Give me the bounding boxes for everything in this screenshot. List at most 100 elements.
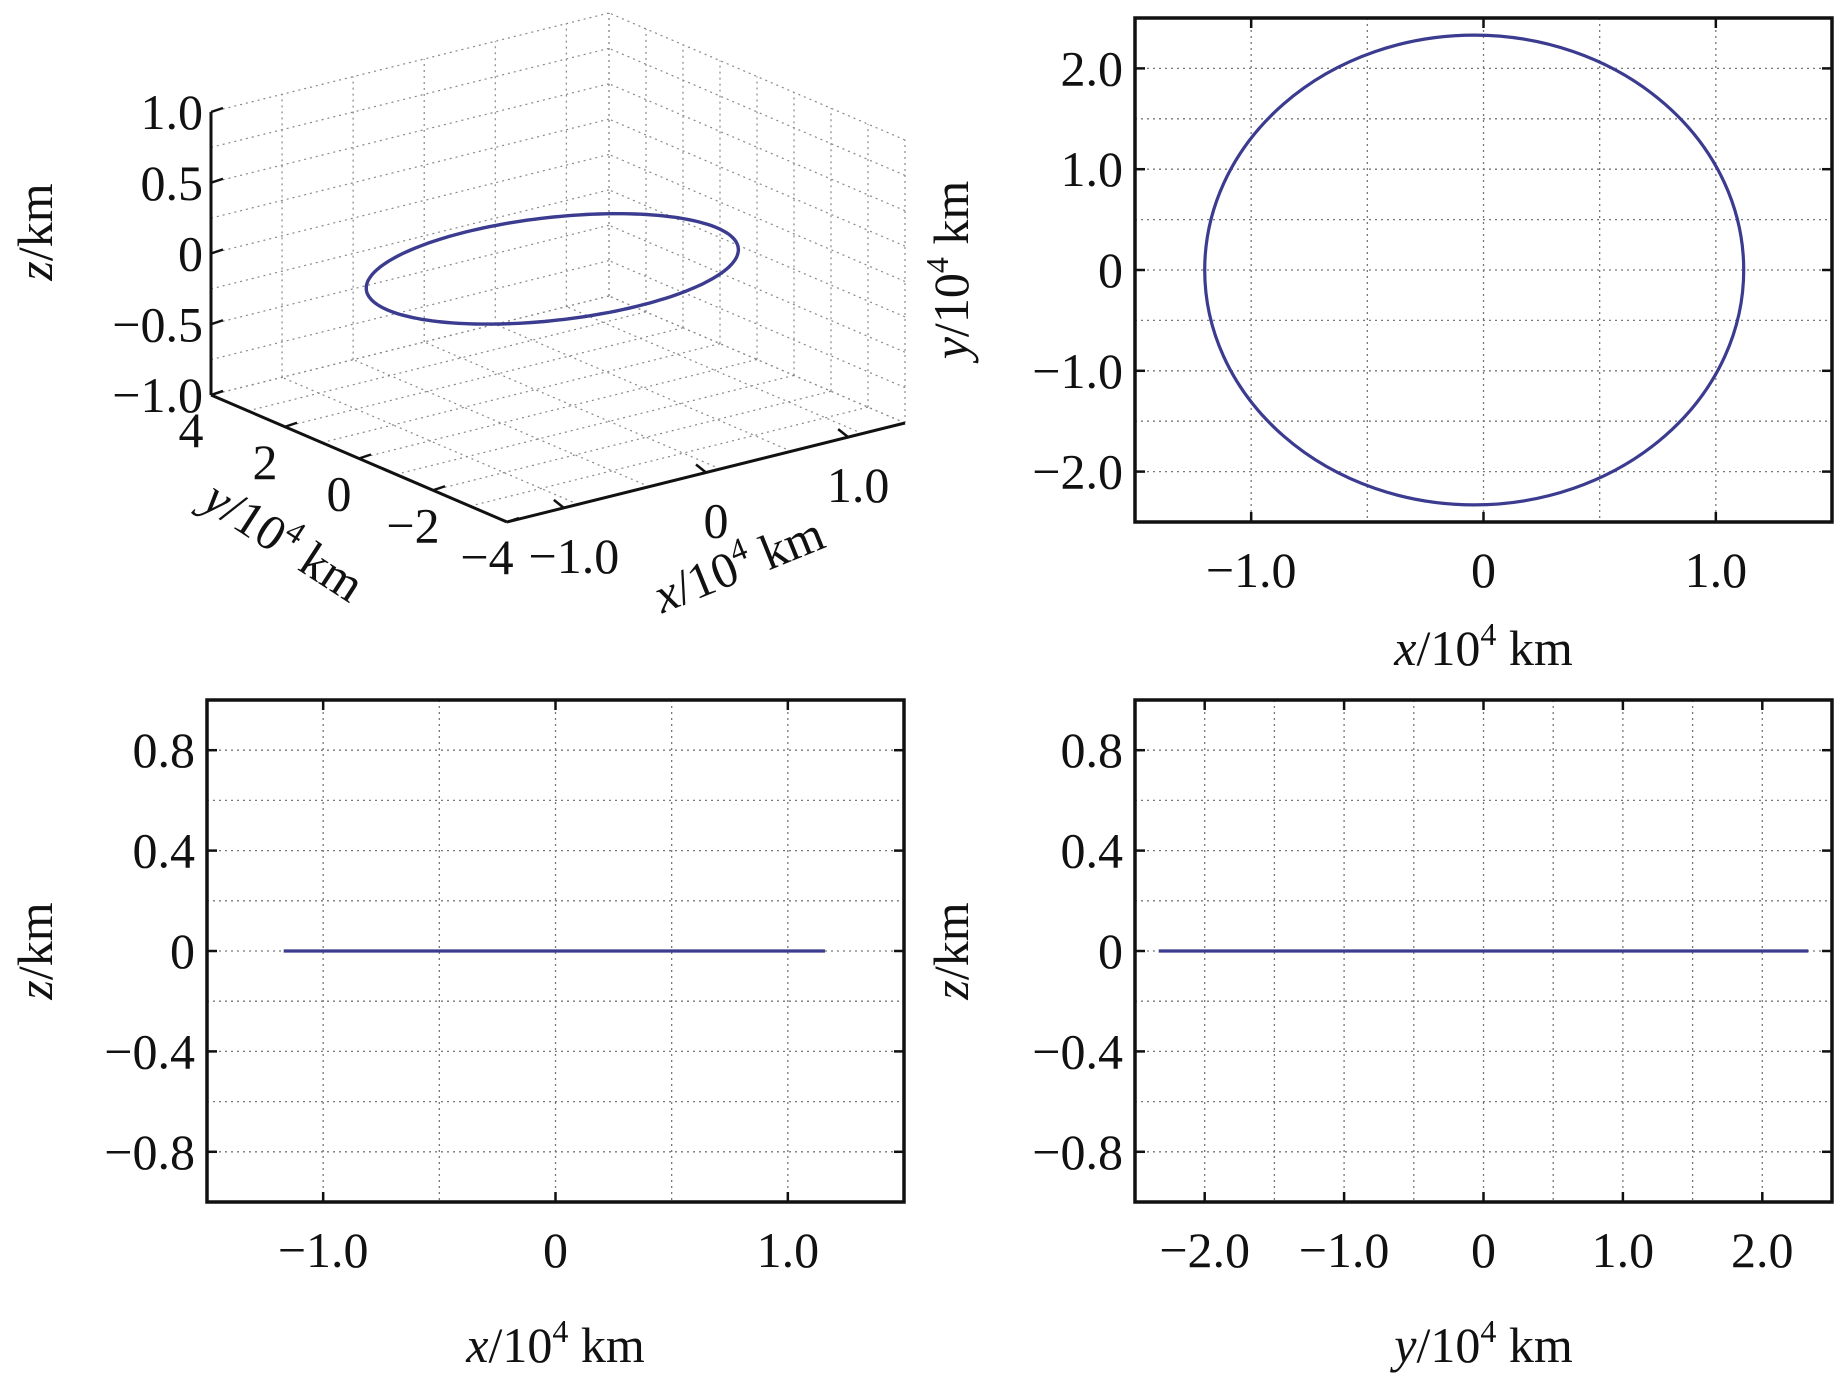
y-tick-label-0: 0 xyxy=(1098,242,1123,298)
panel-xy: −1.0 0 1.02.01.00−1.0−2.0x/104 kmy/104 km xyxy=(919,16,1834,676)
x-axis-label-var: y xyxy=(1389,1317,1417,1373)
x-tick-label-2m0: 2.0 xyxy=(1731,1222,1794,1278)
floor-grid-y-2 xyxy=(432,390,832,491)
back-wall-grid-z-0m75 xyxy=(210,47,610,148)
x-axis-label-exponent: 4 xyxy=(1480,616,1496,652)
back-wall-grid-z-0m5 xyxy=(210,224,610,325)
y-tick-mark-4 xyxy=(210,389,224,397)
y-axis-label: z/km xyxy=(923,902,979,1000)
floor-grid-y-3 xyxy=(247,311,647,412)
floor-grid-y-1 xyxy=(321,343,721,444)
x-axis-label: x/104 km xyxy=(1393,616,1573,676)
x-tick-mark-1m0 xyxy=(837,428,849,439)
x-tick-label-0: 0 xyxy=(1471,1222,1496,1278)
floor-grid-x-0m4 xyxy=(352,359,650,488)
y-tick-label-2: −2 xyxy=(386,497,439,553)
back-wall-grid-z-0m5 xyxy=(210,83,610,184)
x-axis-label-unit: /10 xyxy=(1416,1317,1480,1373)
back-wall-grid-z-0m25 xyxy=(210,189,610,290)
back-wall-grid-z-0m75 xyxy=(210,260,610,361)
x-tick-label-1m0: −1.0 xyxy=(278,1222,369,1278)
z-tick-label-0m5: −0.5 xyxy=(112,296,203,352)
orbit-ellipse-3d xyxy=(364,211,741,326)
x-axis-label-unit: /10 xyxy=(1416,620,1480,676)
y-tick-label-1m0: −1.0 xyxy=(1032,343,1123,399)
floor-grid-x-0m6 xyxy=(495,323,792,452)
y-axis-label-var: z xyxy=(7,980,63,1000)
side-wall-grid-z-0m5 xyxy=(608,83,906,212)
x-axis-label-unit: /10 xyxy=(488,1317,552,1373)
y-tick-label-0m4: 0.4 xyxy=(1061,823,1124,879)
y-tick-label-2: 2 xyxy=(253,434,278,490)
y-tick-label-0m8: −0.8 xyxy=(1032,1124,1123,1180)
z-tick-mark-0m5 xyxy=(210,177,224,184)
y-tick-label-1m0: 1.0 xyxy=(1061,141,1124,197)
x-tick-mark-1m0 xyxy=(553,498,565,509)
x-tick-label-1m0: −1.0 xyxy=(1299,1222,1390,1278)
y-tick-label-0: 0 xyxy=(327,466,352,522)
x-tick-label-1m0: −1.0 xyxy=(529,528,620,584)
z-tick-label-1m0: −1.0 xyxy=(112,367,203,423)
x-tick-label-0: 0 xyxy=(1471,542,1496,598)
y-tick-label-0: 0 xyxy=(1098,923,1123,979)
y-axis-label-exponent: 4 xyxy=(919,257,955,273)
x-axis-label-exponent: 4 xyxy=(552,1313,568,1349)
y-axis-label-var: z xyxy=(923,980,979,1000)
x-axis-label-suffix: km xyxy=(740,505,832,586)
y-tick-mark-0 xyxy=(358,453,372,460)
z-tick-label-0m5: 0.5 xyxy=(141,155,204,211)
x-tick-label-1m0: −1.0 xyxy=(1206,542,1297,598)
y-tick-label-0m4: −0.4 xyxy=(104,1023,195,1079)
y-axis-label: y/104 km xyxy=(919,181,979,365)
y-axis-label-suffix: km xyxy=(923,181,979,258)
y-axis-label: z/km xyxy=(7,902,63,1000)
x-axis-label: x/104 km xyxy=(465,1313,645,1373)
x-tick-mark-0 xyxy=(695,463,707,474)
x-tick-label-0: 0 xyxy=(543,1222,568,1278)
y-tick-label-4: −4 xyxy=(460,529,513,585)
back-wall-grid-z-1 xyxy=(210,12,610,113)
back-wall-grid-z-1 xyxy=(210,295,610,396)
z-axis-label-var: z xyxy=(7,261,63,281)
y-tick-label-2m0: 2.0 xyxy=(1061,40,1124,96)
y-axis-label-var: y xyxy=(923,336,979,364)
x-tick-label-1m0: 1.0 xyxy=(757,1222,820,1278)
z-tick-mark-0m5 xyxy=(210,319,224,326)
y-tick-label-0m8: −0.8 xyxy=(104,1124,195,1180)
x-axis-label: x/104 km xyxy=(643,501,832,624)
y-axis-label-unit: /km xyxy=(923,902,979,980)
x-axis-label-var: x xyxy=(465,1317,488,1373)
x-axis-label-var: x xyxy=(1393,620,1416,676)
x-axis-label-exponent: 4 xyxy=(1480,1313,1496,1349)
y-tick-label-0m4: 0.4 xyxy=(133,823,196,879)
y-tick-label-0m8: 0.8 xyxy=(1061,722,1124,778)
y-tick-label-4: 4 xyxy=(179,402,204,458)
z-axis-label-unit: /km xyxy=(7,183,63,261)
y-tick-mark-4 xyxy=(506,516,520,524)
y-tick-label-0m4: −0.4 xyxy=(1032,1023,1123,1079)
floor-grid-y-1 xyxy=(395,374,795,475)
floor-grid-x-0m1 xyxy=(423,341,721,470)
x-axis-label-suffix: km xyxy=(1496,1317,1573,1373)
back-wall-grid-z-0 xyxy=(210,153,610,255)
y-axis-label-unit: /10 xyxy=(923,273,979,337)
panel-xz: −1.0 0 1.0 0.8 0.4 0 −0.4 −0.8 x/104 km z/km xyxy=(7,698,906,1373)
x-tick-label-1m0: 1.0 xyxy=(827,457,890,513)
z-axis-label: z/km xyxy=(7,183,63,281)
floor-grid-y-2 xyxy=(284,327,684,428)
x-axis-label-suffix: km xyxy=(1496,620,1573,676)
floor-grid-y-3 xyxy=(469,406,869,507)
panel-yz: −2.0 −1.0 0 1.0 2.00.80.40−0.4−0.8y/104 kmz/… xyxy=(923,698,1834,1373)
z-tick-label-0: 0 xyxy=(178,226,203,282)
x-tick-label-1m0: 1.0 xyxy=(1592,1222,1655,1278)
x-axis-label-suffix: km xyxy=(568,1317,645,1373)
x-tick-label-2m0: −2.0 xyxy=(1159,1222,1250,1278)
x-axis-label: y/104 km xyxy=(1389,1313,1573,1373)
y-axis-label-unit: /km xyxy=(7,902,63,980)
back-wall-grid-z-0m25 xyxy=(210,118,610,219)
y-tick-mark-2 xyxy=(432,485,446,492)
x-tick-label-1m0: 1.0 xyxy=(1685,542,1748,598)
x-tick-label-0: 0 xyxy=(704,493,729,549)
